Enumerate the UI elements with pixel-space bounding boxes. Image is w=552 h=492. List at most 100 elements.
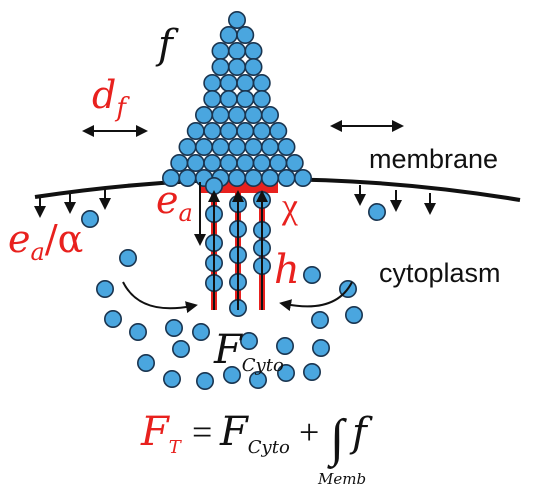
particle-dot	[228, 169, 247, 188]
equation-integrand: f	[349, 410, 373, 456]
particle-dot	[260, 138, 279, 157]
equation-lhs-sub: T	[169, 437, 183, 458]
particle-dot	[344, 305, 363, 324]
particle-dot	[302, 265, 321, 284]
particle-dot	[236, 122, 255, 141]
small-down-arrows	[34, 185, 436, 218]
circulation-arrow-right	[279, 281, 353, 312]
particle-dot	[219, 154, 238, 173]
label-h: h	[274, 247, 300, 293]
particle-dot	[219, 90, 238, 109]
particle-dot	[311, 338, 330, 357]
particle-dot	[252, 90, 271, 109]
label-fcyto-sub: Cyto	[242, 355, 284, 376]
equation-term1: FCyto	[219, 409, 290, 458]
particle-dot	[211, 106, 230, 125]
particle-dot	[244, 106, 263, 125]
equation-integral: ∫	[327, 410, 347, 469]
equation-lhs: FT	[140, 409, 183, 458]
particle-dot	[203, 90, 222, 109]
particle-dot	[219, 74, 238, 93]
particle-dot	[236, 154, 255, 173]
particle-dot	[228, 11, 247, 29]
particle-dot	[195, 106, 214, 125]
particle-dot	[192, 322, 211, 341]
label-ea: ea	[156, 178, 193, 227]
equation-term1-main: F	[219, 409, 249, 455]
particle-dot	[236, 25, 255, 44]
particle-dot	[211, 57, 230, 76]
particle-dot	[228, 106, 247, 125]
equation-equals: =	[192, 412, 212, 452]
label-ea-alpha-sub: a	[31, 238, 45, 266]
particle-dot	[244, 41, 263, 60]
label-fcyto-main: F	[213, 327, 243, 373]
equation-plus: +	[299, 412, 319, 452]
label-df-sub: f	[114, 93, 130, 123]
up-arrows	[208, 190, 268, 310]
particle-dot	[269, 122, 288, 141]
particle-dot	[172, 339, 191, 358]
particle-dot	[129, 322, 148, 341]
particle-dot	[119, 249, 138, 268]
particle-dot	[219, 25, 238, 44]
particle-dot	[219, 122, 238, 141]
particle-dot	[252, 74, 271, 93]
label-membrane: membrane	[369, 144, 498, 174]
particle-dot	[137, 353, 156, 372]
particle-dot	[269, 154, 288, 173]
particle-dot	[277, 169, 296, 188]
particle-dot	[252, 122, 271, 141]
equation-lhs-main: F	[140, 409, 170, 455]
particle-dot	[163, 369, 182, 388]
particle-dot	[228, 57, 247, 76]
equation: FT = FCyto + ∫ f Memb	[140, 409, 373, 488]
particle-dot	[228, 41, 247, 60]
particle-dot	[275, 336, 294, 355]
particle-dot	[310, 310, 329, 329]
particle-dot	[260, 106, 279, 125]
particle-dot	[196, 371, 215, 390]
particle-dot	[178, 138, 197, 157]
equation-term1-sub: Cyto	[248, 437, 290, 458]
particle-dot	[228, 138, 247, 157]
particle-dot	[203, 74, 222, 93]
label-ea-main: e	[156, 178, 179, 222]
particle-dot	[203, 154, 222, 173]
particle-dot	[211, 138, 230, 157]
particle-dot	[285, 154, 304, 173]
label-chi: χ	[281, 186, 298, 226]
particle-dot	[81, 210, 100, 229]
particle-dot	[178, 169, 197, 188]
label-ea-alpha-e: e	[8, 217, 31, 261]
particle-dot	[367, 203, 386, 222]
label-df-main: d	[92, 73, 116, 117]
circulation-arrow-left	[122, 281, 198, 314]
label-fcyto: FCyto	[213, 327, 284, 376]
particle-dot	[170, 154, 189, 173]
particle-dot	[211, 41, 230, 60]
particle-dot	[186, 122, 205, 141]
label-df: df	[92, 73, 130, 123]
particle-dot	[195, 138, 214, 157]
particle-dot	[165, 318, 184, 337]
particle-dot	[240, 331, 259, 350]
particle-dot	[236, 90, 255, 109]
particle-dot	[203, 122, 222, 141]
particle-dot	[293, 169, 312, 188]
particle-dot	[244, 57, 263, 76]
label-f: f	[155, 22, 179, 68]
particle-dot	[104, 309, 123, 328]
particle-dot	[205, 177, 224, 196]
particle-dot	[249, 370, 268, 389]
particle-dot	[260, 169, 279, 188]
particle-dot	[276, 363, 295, 382]
particle-dot	[96, 279, 115, 298]
label-ea-sub: a	[179, 199, 193, 227]
particle-dot	[302, 362, 321, 381]
label-ea-alpha-rest: /α	[45, 217, 83, 261]
particle-dot	[223, 365, 242, 384]
particle-dot	[277, 138, 296, 157]
particle-dot	[236, 74, 255, 93]
